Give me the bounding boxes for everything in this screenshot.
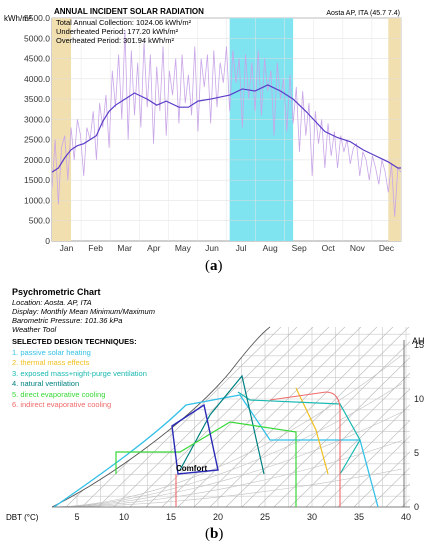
x-tick-label: Apr xyxy=(147,243,160,253)
caption-b: (b) xyxy=(205,526,224,542)
x-tick-label: Feb xyxy=(88,243,103,253)
dbt-tick-label: 10 xyxy=(119,512,129,522)
y-tick-label: 1000.0 xyxy=(24,195,50,205)
x-tick-label: Nov xyxy=(350,243,366,253)
x-tick-label: Oct xyxy=(322,243,336,253)
location-label: Aosta AP, ITA (45.7 7.4) xyxy=(326,10,400,17)
y-tick-label: 2000.0 xyxy=(24,155,50,165)
x-tick-label: Jul xyxy=(236,243,247,253)
techniques-heading: SELECTED DESIGN TECHNIQUES: xyxy=(12,337,137,346)
y-tick-label: 3500.0 xyxy=(24,94,50,104)
daily-series-line xyxy=(51,30,402,217)
technique-4: 4. natural ventilation xyxy=(12,379,80,388)
psychrometric-chart: Comfort DBT (°C) AH 5 10 15 20 25 30 35 40 0 5 10… xyxy=(6,326,425,522)
chart-title: ANNUAL INCIDENT SOLAR RADIATION xyxy=(54,7,204,16)
stat-overheated: Overheated Period: 301.94 kWh/m² xyxy=(56,36,174,45)
overheated-band xyxy=(229,18,294,241)
comfort-zone xyxy=(171,403,219,475)
dbt-tick-label: 5 xyxy=(74,512,79,522)
x-tick-label: May xyxy=(175,243,192,253)
x-tick-label: Dec xyxy=(379,243,395,253)
comfort-label: Comfort xyxy=(176,464,207,473)
dbt-tick-label: 25 xyxy=(260,512,270,522)
y-tick-label: 4500.0 xyxy=(24,54,50,64)
technique-6: 6. indirect evaporative cooling xyxy=(12,400,112,409)
info-pressure: Barometric Pressure: 101.36 kPa xyxy=(12,316,123,325)
y-tick-label: 5000.0 xyxy=(24,33,50,43)
dbt-tick-label: 35 xyxy=(354,512,364,522)
psychro-grid xyxy=(52,327,410,507)
ah-tick-label: 10 xyxy=(414,394,424,404)
zone-passive-solar-heating xyxy=(53,394,379,508)
x-axis-label: DBT (°C) xyxy=(6,513,39,522)
y-tick-label: 0 xyxy=(45,236,50,246)
stat-underheated: Underheated Period: 177.20 kWh/m² xyxy=(56,27,179,36)
x-tick-label: Mar xyxy=(117,243,132,253)
technique-5: 5. direct evaporative cooling xyxy=(12,389,106,399)
dbt-tick-label: 20 xyxy=(213,512,223,522)
y-tick-label: 5500.0 xyxy=(24,13,50,23)
stat-total: Total Annual Collection: 1024.06 kWh/m² xyxy=(56,18,192,27)
ah-tick-label: 5 xyxy=(414,448,419,458)
psychro-info: Psychrometric Chart Location: Aosta. AP,… xyxy=(12,287,155,335)
techniques-list: SELECTED DESIGN TECHNIQUES: 1. passive s… xyxy=(12,337,147,411)
y-unit-label: kWh/m² xyxy=(4,14,32,23)
saturation-curve xyxy=(51,326,271,508)
technique-1: 1. passive solar heating xyxy=(12,347,91,357)
info-display: Display: Monthly Mean Minimum/Maximum xyxy=(12,307,155,316)
info-tool: Weather Tool xyxy=(12,325,57,334)
y-tick-label: 2500.0 xyxy=(24,135,50,145)
psychro-title: Psychrometric Chart xyxy=(12,287,101,297)
dbt-tick-label: 40 xyxy=(401,512,411,522)
zone-direct-evaporative xyxy=(115,421,297,507)
solar-radiation-chart: 0 500.0 1000.0 1500.0 2000.0 2500.0 3000.0 3500… xyxy=(4,7,402,253)
y-axis-label: AH xyxy=(412,336,425,346)
x-tick-label: Sep xyxy=(292,243,307,253)
dbt-tick-label: 30 xyxy=(307,512,317,522)
ah-tick-label: 0 xyxy=(414,502,419,512)
x-tick-label: Aug xyxy=(263,243,278,253)
x-tick-label: Jun xyxy=(205,243,219,253)
caption-a: (a) xyxy=(205,258,223,274)
info-location: Location: Aosta. AP, ITA xyxy=(12,298,92,307)
average-series-line xyxy=(51,84,401,173)
y-tick-label: 500.0 xyxy=(29,216,51,226)
zone-indirect-evaporative xyxy=(175,391,341,507)
y-tick-label: 4000.0 xyxy=(24,74,50,84)
y-tick-label: 1500.0 xyxy=(24,175,50,185)
y-tick-label: 3000.0 xyxy=(24,114,50,124)
ah-tick-label: 15 xyxy=(414,340,424,350)
technique-2: 2. thermal mass effects xyxy=(12,358,90,367)
dbt-tick-label: 15 xyxy=(166,512,176,522)
technique-3: 3. exposed mass+night-purge ventilation xyxy=(12,368,147,378)
x-tick-label: Jan xyxy=(60,243,74,253)
underheated-band xyxy=(52,18,72,241)
underheated-band xyxy=(388,18,401,241)
